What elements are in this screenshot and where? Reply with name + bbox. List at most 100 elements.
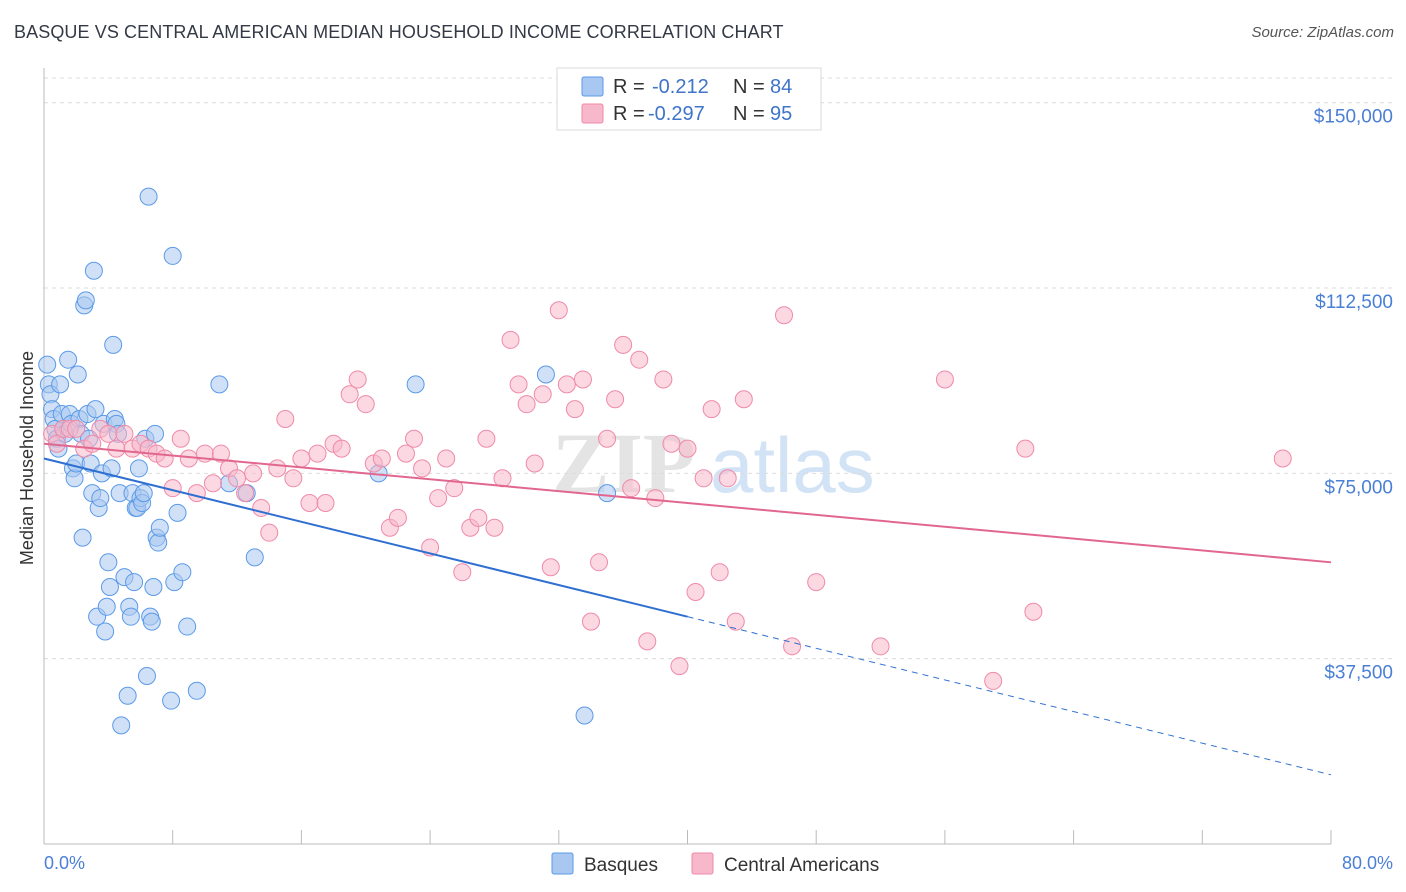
point-central-americans: [1024, 602, 1043, 621]
point-central-americans: [501, 330, 520, 349]
trend-lines: [43, 442, 1332, 776]
point-basques: [162, 691, 181, 710]
point-central-americans: [984, 671, 1003, 690]
point-basques: [178, 617, 197, 636]
point-central-americans: [268, 459, 287, 478]
point-basques: [100, 578, 119, 597]
y-axis-label: Median Household Income: [17, 351, 37, 565]
y-tick-label: $75,000: [1324, 477, 1393, 498]
point-central-americans: [228, 469, 247, 488]
point-basques: [102, 459, 121, 478]
point-central-americans: [678, 439, 697, 458]
point-central-americans: [541, 558, 560, 577]
point-basques: [598, 484, 617, 503]
point-central-americans: [388, 508, 407, 527]
point-central-americans: [573, 370, 592, 389]
y-tick-label: $150,000: [1314, 107, 1393, 128]
point-central-americans: [203, 474, 222, 493]
point-central-americans: [557, 375, 576, 394]
data-points: [38, 187, 1292, 735]
point-central-americans: [332, 439, 351, 458]
point-basques: [146, 424, 165, 443]
point-basques: [86, 400, 105, 419]
point-basques: [142, 612, 161, 631]
point-basques: [97, 597, 116, 616]
point-central-americans: [445, 479, 464, 498]
point-basques: [73, 528, 92, 547]
point-central-americans: [340, 385, 359, 404]
point-central-americans: [372, 449, 391, 468]
point-basques: [68, 365, 87, 384]
point-central-americans: [300, 494, 319, 513]
point-basques: [245, 548, 264, 567]
point-central-americans: [630, 350, 649, 369]
point-basques: [38, 355, 57, 374]
point-central-americans: [606, 390, 625, 409]
point-central-americans: [155, 449, 174, 468]
point-central-americans: [646, 489, 665, 508]
point-central-americans: [276, 409, 295, 428]
point-central-americans: [356, 395, 375, 414]
point-basques: [129, 459, 148, 478]
y-tick-label: $37,500: [1324, 663, 1393, 684]
point-central-americans: [622, 479, 641, 498]
point-basques: [65, 469, 84, 488]
point-central-americans: [686, 582, 705, 601]
point-basques: [96, 622, 115, 641]
point-central-americans: [244, 464, 263, 483]
x-tick-label-min: 0.0%: [44, 853, 85, 873]
point-central-americans: [171, 429, 190, 448]
point-central-americans: [509, 375, 528, 394]
point-central-americans: [614, 335, 633, 354]
point-basques: [125, 573, 144, 592]
legend-swatch-central-americans: [581, 103, 604, 124]
point-central-americans: [469, 508, 488, 527]
point-central-americans: [807, 573, 826, 592]
chart-title: BASQUE VS CENTRAL AMERICAN MEDIAN HOUSEH…: [14, 22, 784, 42]
point-central-americans: [429, 489, 448, 508]
watermark-atlas: atlas: [710, 421, 875, 509]
point-basques: [536, 365, 555, 384]
bottom-legend-basques: Basques: [584, 855, 658, 876]
point-central-americans: [236, 484, 255, 503]
point-central-americans: [308, 444, 327, 463]
point-basques: [163, 246, 182, 265]
point-central-americans: [726, 612, 745, 631]
point-basques: [139, 187, 158, 206]
point-basques: [112, 716, 131, 735]
watermark-zip: ZIP: [552, 415, 695, 511]
point-central-americans: [525, 454, 544, 473]
x-tick-label-max: 80.0%: [1342, 853, 1393, 873]
point-basques: [118, 686, 137, 705]
series-legend: Basques Central Americans: [551, 852, 879, 876]
point-central-americans: [292, 449, 311, 468]
point-central-americans: [107, 439, 126, 458]
point-basques: [91, 489, 110, 508]
point-central-americans: [598, 429, 617, 448]
point-central-americans: [405, 429, 424, 448]
point-basques: [149, 533, 168, 552]
point-basques: [144, 578, 163, 597]
point-basques: [210, 375, 229, 394]
point-central-americans: [485, 518, 504, 537]
bottom-legend-central-americans: Central Americans: [724, 855, 879, 876]
trend-line-basques: [43, 457, 688, 618]
bottom-legend-swatch-basques: [551, 852, 574, 875]
point-central-americans: [775, 306, 794, 325]
point-central-americans: [413, 459, 432, 478]
point-basques: [575, 706, 594, 725]
point-basques: [168, 503, 187, 522]
legend-n-value-1: 84: [770, 76, 792, 98]
point-basques: [134, 484, 153, 503]
legend-r-label-1: R =: [613, 76, 645, 98]
point-central-americans: [1016, 439, 1035, 458]
point-central-americans: [517, 395, 536, 414]
point-central-americans: [533, 385, 552, 404]
point-central-americans: [935, 370, 954, 389]
point-basques: [173, 563, 192, 582]
point-central-americans: [670, 657, 689, 676]
point-central-americans: [316, 494, 335, 513]
point-central-americans: [115, 424, 134, 443]
point-central-americans: [590, 553, 609, 572]
point-central-americans: [871, 637, 890, 656]
